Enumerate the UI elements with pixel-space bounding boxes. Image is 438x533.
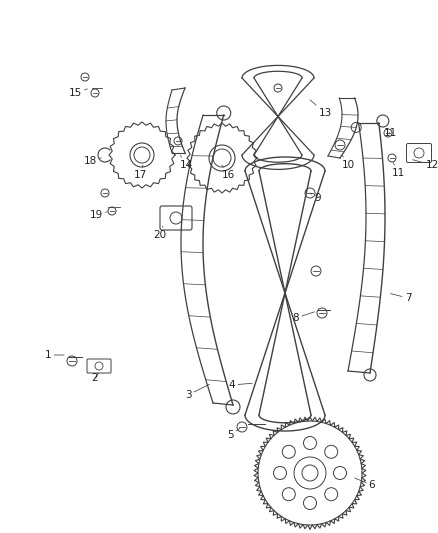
Text: 13: 13	[310, 100, 332, 118]
Text: 6: 6	[355, 478, 375, 490]
Text: 8: 8	[293, 312, 314, 323]
Text: 20: 20	[153, 226, 166, 240]
Text: 7: 7	[391, 293, 411, 303]
Text: 17: 17	[134, 165, 147, 180]
Text: 19: 19	[89, 210, 107, 220]
Text: 9: 9	[310, 193, 321, 203]
Text: 16: 16	[221, 165, 235, 180]
Text: 3: 3	[185, 384, 209, 400]
Text: 12: 12	[413, 160, 438, 170]
Text: 11: 11	[392, 163, 405, 178]
Text: 15: 15	[68, 88, 87, 98]
Text: 18: 18	[83, 156, 101, 166]
Text: 1: 1	[45, 350, 64, 360]
Text: 2: 2	[92, 373, 99, 383]
Text: 10: 10	[342, 155, 355, 170]
Text: 4: 4	[229, 380, 252, 390]
Text: 5: 5	[227, 429, 240, 440]
Text: 14: 14	[180, 156, 193, 170]
Text: 11: 11	[383, 128, 397, 138]
